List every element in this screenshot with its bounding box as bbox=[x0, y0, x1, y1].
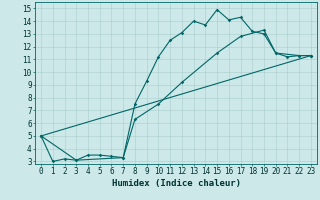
X-axis label: Humidex (Indice chaleur): Humidex (Indice chaleur) bbox=[111, 179, 241, 188]
